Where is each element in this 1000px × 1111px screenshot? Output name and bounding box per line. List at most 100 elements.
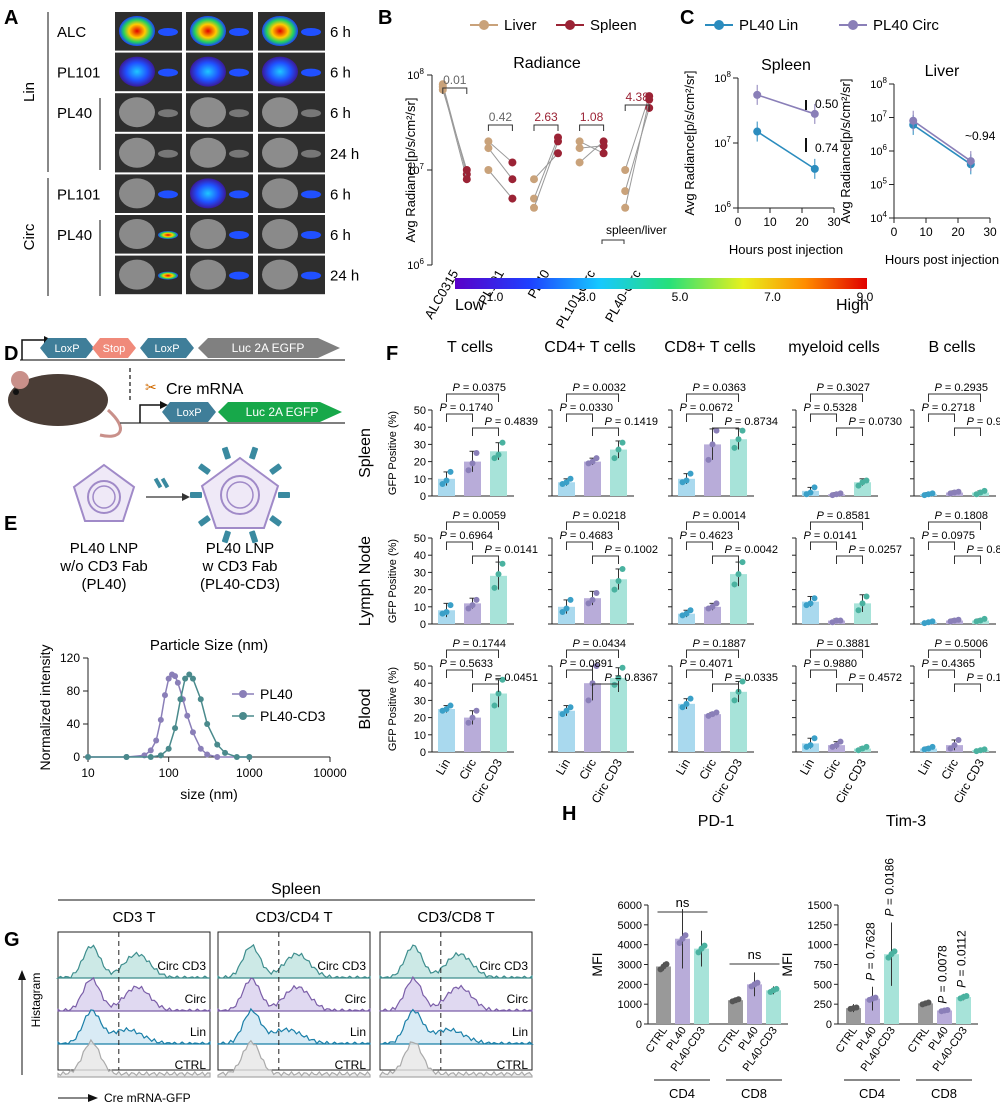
x-tick-label: Circ [820, 757, 843, 782]
histogram-frame [217, 931, 371, 1071]
chart-title: Particle Size (nm) [150, 637, 268, 654]
p-value: P = 0.0330 [560, 402, 614, 414]
x-tick-label: CTRL [716, 1025, 742, 1055]
histogram-frame [379, 931, 533, 1071]
bar [490, 451, 507, 496]
data-point [735, 996, 742, 1003]
p-value: P = 0.1419 [605, 416, 659, 428]
y-tick-label: 40 [414, 550, 426, 562]
panel-g-histograms: Spleen CD3 T Circ CD3 Circ Lin CTRL CD3/CD4 T C… [18, 881, 535, 1105]
significance-bracket [954, 555, 981, 564]
panel-label-b: B [378, 7, 392, 29]
histogram-trace [57, 976, 211, 1012]
y-tick-label: 20 [414, 585, 426, 597]
chart-title: PD-1 [698, 813, 735, 830]
y-tick-label: 5000 [618, 920, 642, 932]
p-value: P = 0.7628 [864, 922, 878, 981]
spleen-signal [301, 28, 321, 36]
data-point [182, 675, 189, 682]
y-tick-label: 4000 [618, 940, 642, 952]
y-tick-label: 1000 [618, 999, 642, 1011]
significance-bracket [928, 669, 955, 678]
time-label: 6 h [330, 227, 351, 244]
x-tick-label: 30 [983, 225, 997, 239]
y-tick-label: 108 [714, 70, 731, 85]
data-point [214, 741, 221, 748]
data-point [465, 719, 472, 726]
significance-bracket [686, 521, 739, 530]
ratio-bracket [487, 124, 513, 131]
p-value: P = 0.1887 [693, 638, 747, 650]
series-line [756, 130, 816, 170]
track-label: Circ [185, 992, 206, 1006]
spleen-point [462, 175, 471, 184]
spleen-signal [158, 109, 178, 118]
spleen-point [508, 194, 517, 203]
y-tick-label: 0 [826, 1019, 832, 1031]
significance-bracket [928, 393, 981, 402]
y-tick-label: 105 [870, 177, 887, 192]
luc-egfp-box-green [218, 402, 342, 422]
data-point [123, 754, 130, 760]
liver-point [530, 194, 538, 203]
chart-title: Tim-3 [886, 813, 926, 830]
data-point [676, 939, 683, 946]
data-point [966, 157, 975, 166]
data-point [465, 467, 472, 474]
bar [464, 717, 481, 752]
spleen-signal [229, 28, 249, 36]
data-point [859, 600, 866, 607]
data-point [731, 444, 738, 451]
spleen-signal [301, 231, 321, 239]
histogram-title: CD3/CD4 T [255, 909, 332, 926]
liver-signal [262, 219, 298, 249]
liver-signal [190, 178, 226, 209]
data-point [683, 610, 690, 617]
p-value: P = 0.3027 [817, 382, 871, 394]
data-point [748, 983, 755, 990]
panel-label-e: E [4, 513, 17, 535]
ratio-legend: spleen/liver [606, 223, 667, 237]
track-label: CTRL [335, 1058, 367, 1072]
data-point [593, 663, 600, 669]
data-point [85, 754, 91, 760]
p-value: P = 0.2935 [935, 382, 989, 394]
series-line [88, 673, 250, 758]
colorbar-tick: 3.0 [579, 290, 596, 304]
data-point [863, 593, 870, 600]
spleen-signal [301, 271, 321, 280]
data-point [866, 996, 873, 1003]
lnp2-line3: (PL40-CD3) [200, 576, 280, 593]
x-tick-label: 10 [763, 215, 777, 229]
histogram-trace [379, 975, 533, 1012]
data-point [855, 482, 862, 489]
pair-line [533, 137, 559, 199]
panel-e-lnp: PL40 LNP w/o CD3 Fab (PL40) PL40 LNP w C… [59, 446, 290, 593]
data-point [157, 752, 164, 759]
spleen-signal [158, 28, 178, 36]
cd3-fab-icon [153, 477, 170, 489]
stop-box [92, 338, 136, 358]
y-axis-label: Histagram [29, 973, 43, 1028]
data-point [491, 702, 498, 709]
data-point [810, 164, 819, 173]
data-point [807, 742, 814, 749]
data-point [443, 706, 450, 712]
liver-point [575, 158, 584, 167]
cd3-fab-icon [249, 446, 259, 460]
data-point [767, 988, 774, 995]
x-tick-label: 20 [795, 215, 809, 229]
data-point [611, 455, 618, 462]
significance-bracket [472, 555, 499, 564]
panel-a-imaging: 6 h ALC 6 h PL101 6 h PL40 24 h 6 h PL101 6 h PL40… [21, 12, 359, 296]
data-point [189, 675, 196, 682]
data-point [773, 985, 780, 992]
legend-label: PL40 Circ [873, 17, 939, 34]
colorbar-tick: 9.0 [857, 290, 874, 304]
y-tick-label: 6000 [618, 900, 642, 912]
row-title: Lymph Node [357, 536, 374, 626]
p-value: P = 0.5006 [935, 638, 989, 650]
histogram-trace [379, 1008, 534, 1045]
data-point [491, 455, 498, 462]
data-point [929, 743, 936, 750]
